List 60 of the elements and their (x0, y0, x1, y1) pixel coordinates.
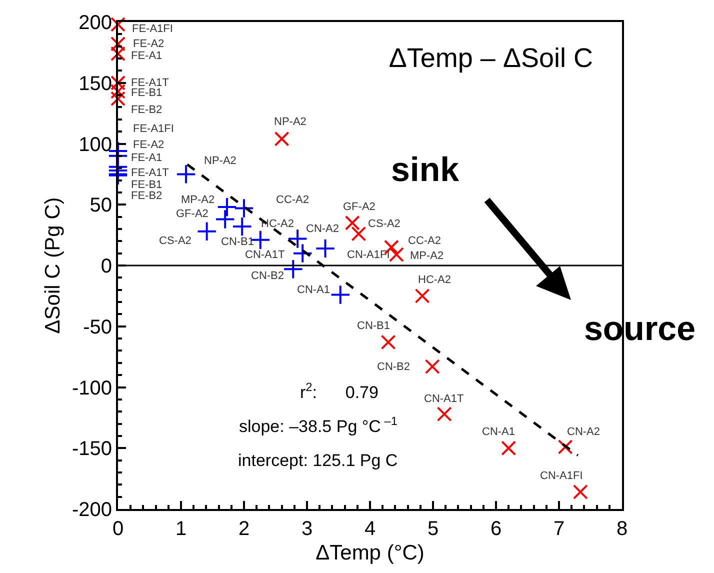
annotation: HC-A2 (418, 274, 452, 286)
x-tick-label: 5 (427, 518, 439, 540)
annotation: FE-A2 (133, 38, 164, 50)
annotation: NP-A2 (274, 116, 306, 128)
annotation: FE-A1 (131, 152, 162, 164)
annotation: CN-B1 (221, 236, 254, 248)
annotation: FE-B1 (131, 179, 162, 191)
annotation: CN-A2 (306, 223, 340, 235)
annotation: FE-A1FI (132, 23, 173, 35)
annotation: CN-A1 (297, 284, 330, 296)
x-tick-label: 8 (616, 518, 628, 540)
annotation: FE-A1T (131, 167, 170, 179)
x-tick-label: 2 (238, 518, 250, 540)
annotation: NP-A2 (204, 155, 236, 167)
annotation: CN-A1FI (347, 249, 390, 261)
annotation: FE-A1T (131, 77, 170, 89)
annotation: CN-A1 (482, 426, 516, 438)
annotation: GF-A2 (176, 208, 208, 220)
annotation: CC-A2 (276, 194, 310, 206)
y-tick-label: 100 (78, 134, 112, 156)
annotation: intercept: 125.1 Pg C (238, 451, 398, 470)
x-tick-label: 7 (553, 518, 565, 540)
y-tick-label: -200 (72, 499, 112, 521)
annotation: sink (391, 151, 460, 189)
annotation: CN-A1FI (540, 470, 583, 482)
y-tick-label: -100 (72, 377, 112, 400)
y-tick-label: 50 (90, 194, 112, 217)
x-tick-label: 1 (175, 518, 187, 540)
y-tick-label: 0 (100, 256, 112, 278)
x-tick-label: 6 (490, 518, 502, 540)
text: ΔTemp – ΔSoil C (388, 42, 594, 73)
y-axis-title: ΔSoil C (Pg C) (42, 197, 65, 334)
annotation: GF-A2 (343, 201, 376, 213)
annotation: CS-A2 (368, 218, 400, 230)
x-tick-label: 4 (364, 518, 376, 540)
annotation: r$^{2}$: 0.79 (300, 380, 378, 402)
y-tick-label: 200 (78, 12, 112, 34)
x-axis-title: ΔTemp (°C) (316, 542, 424, 565)
annotation: CS-A2 (159, 235, 192, 247)
annotation: CN-B2 (377, 361, 410, 373)
annotation: CN-B2 (251, 270, 284, 282)
annotation: FE-B2 (131, 190, 162, 202)
annotation: MP-A2 (181, 194, 215, 206)
annotation: CC-A2 (408, 235, 442, 247)
annotation: CN-A1T (424, 393, 464, 405)
annotation: FE-B1 (131, 87, 162, 99)
y-tick-label: 150 (78, 72, 112, 95)
y-tick-label: -50 (83, 316, 112, 338)
annotation: FE-A1 (131, 50, 162, 62)
annotation: FE-A2 (133, 139, 164, 151)
annotation: HC-A2 (261, 218, 294, 230)
annotation: CN-B1 (357, 320, 390, 332)
annotation: FE-B2 (131, 104, 162, 116)
annotation: FE-A1FI (133, 123, 174, 135)
annotation: slope: –38.5 Pg °C $^{–1}$ (239, 414, 398, 436)
annotation: CN-A2 (567, 426, 600, 438)
y-tick-label: -150 (72, 438, 112, 460)
x-tick-label: 3 (301, 518, 313, 540)
annotation: CN-A1T (245, 249, 286, 261)
annotation: MP-A2 (410, 250, 444, 262)
